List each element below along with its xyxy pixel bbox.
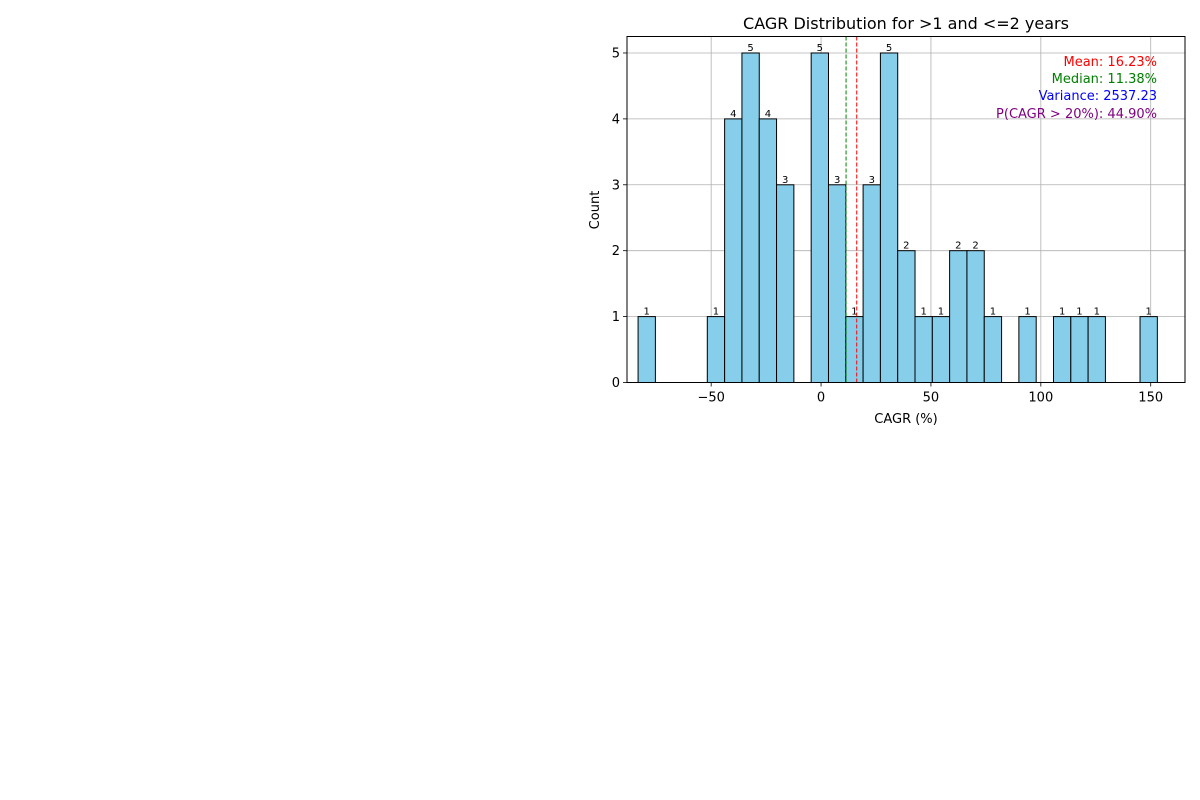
bar-count-label: 2 [955, 241, 961, 252]
histogram-bar [949, 250, 968, 383]
histogram-bar [862, 184, 881, 383]
x-tick-label: 0 [817, 391, 825, 406]
bar-count-label: 1 [1094, 307, 1100, 318]
histogram-bar [914, 316, 933, 384]
bar-count-label: 5 [886, 43, 892, 54]
y-tick-label: 1 [612, 310, 620, 325]
stats-variance: Variance: 2537.23 [1039, 89, 1157, 104]
bar-count-label: 1 [990, 307, 996, 318]
histogram-bar [966, 250, 985, 383]
y-tick-label: 2 [612, 244, 620, 259]
x-tick-label: 150 [1138, 391, 1163, 406]
histogram-bar [776, 184, 795, 383]
y-tick-label: 5 [612, 46, 620, 61]
bar-count-label: 2 [972, 241, 978, 252]
bar-count-label: 1 [1146, 307, 1152, 318]
y-axis-label: Count [588, 191, 603, 230]
histogram-bar [1087, 316, 1106, 384]
bar-count-label: 4 [730, 109, 736, 120]
histogram-bar [827, 184, 847, 383]
y-tick-label: 4 [612, 112, 620, 127]
bar-count-label: 4 [765, 109, 771, 120]
x-axis-label: CAGR (%) [874, 412, 937, 427]
bar-count-label: 1 [920, 307, 926, 318]
bar-count-label: 1 [1059, 307, 1065, 318]
bar-count-label: 3 [834, 175, 840, 186]
histogram-bar [810, 52, 829, 383]
histogram-bar [637, 316, 656, 384]
bar-count-label: 1 [851, 307, 857, 318]
histogram-bar [1052, 316, 1072, 384]
chart-title: CAGR Distribution for >1 and <=2 years [743, 14, 1069, 33]
bar-count-label: 1 [644, 307, 650, 318]
histogram-bar [741, 52, 760, 383]
bar-count-label: 5 [747, 43, 753, 54]
histogram-bar [1139, 316, 1158, 384]
axes-frame [626, 36, 1186, 383]
histogram-bar [897, 250, 916, 383]
histogram-bar [706, 316, 726, 384]
bar-count-label: 5 [817, 43, 823, 54]
bar-count-label: 2 [903, 241, 909, 252]
x-tick-label: 50 [923, 391, 940, 406]
reference-lines [845, 36, 858, 383]
ticks: −50 0 50 100 150 0 1 2 3 4 5 [612, 46, 1163, 405]
histogram-bar [758, 118, 778, 383]
stats-median: Median: 11.38% [1052, 72, 1157, 87]
y-tick-label: 0 [612, 376, 620, 391]
bar-count-label: 1 [713, 307, 719, 318]
histogram-bar [879, 52, 899, 383]
histogram-bar [845, 316, 864, 384]
stats-mean: Mean: 16.23% [1063, 55, 1157, 70]
x-tick-label: −50 [697, 391, 724, 406]
y-tick-label: 3 [612, 178, 620, 193]
bar-count-label: 3 [782, 175, 788, 186]
histogram-bar [983, 316, 1003, 384]
bar-count-label: 1 [938, 307, 944, 318]
histogram-bar [1070, 316, 1089, 384]
bar-count-label: 1 [1024, 307, 1030, 318]
x-tick-label: 100 [1028, 391, 1053, 406]
stats-probability: P(CAGR > 20%): 44.90% [996, 107, 1157, 122]
histogram-bar [724, 118, 743, 383]
histogram-bar [1018, 316, 1037, 384]
histogram-bar [931, 316, 951, 384]
bar-count-label: 3 [869, 175, 875, 186]
bar-count-label: 1 [1076, 307, 1082, 318]
stats-annotation: Mean: 16.23% Median: 11.38% Variance: 25… [996, 55, 1157, 122]
